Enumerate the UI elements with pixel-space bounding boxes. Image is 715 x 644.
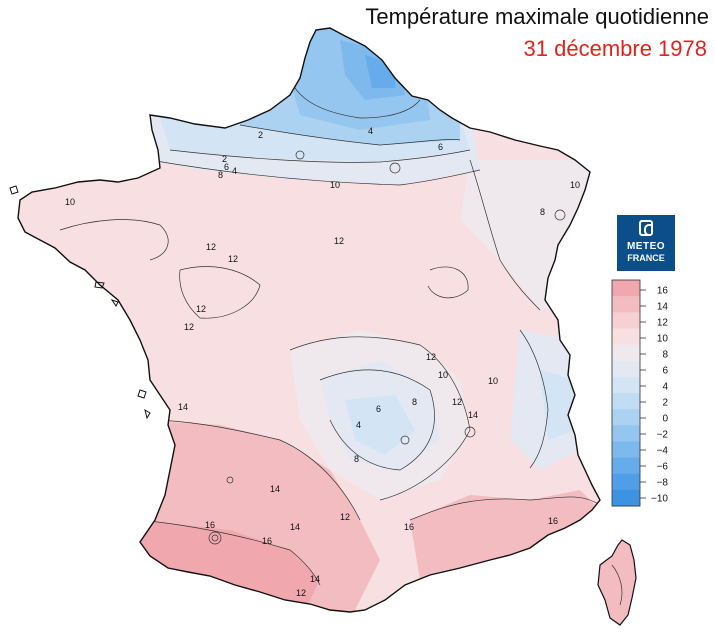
contour-label-group: 2 4 6 2 4 6 8 10 8 10 10 12 12 12 12 12 … — [65, 126, 580, 598]
contour-label: 16 — [262, 536, 272, 546]
contour-label: 16 — [548, 516, 558, 526]
map-title: Température maximale quotidienne — [365, 4, 709, 29]
legend-color-step — [612, 409, 640, 426]
corsica — [597, 539, 637, 626]
legend-color-step — [612, 489, 640, 507]
contour-label: 10 — [438, 370, 448, 380]
legend-tick-label: 16 — [657, 286, 669, 297]
contour-label: 4 — [232, 166, 237, 176]
legend-color-step — [612, 473, 640, 491]
legend-tick-label: 8 — [662, 350, 668, 361]
color-legend: 16 14 12 10 8 6 4 2 0 −2 −4 −6 −8 −10 — [611, 279, 668, 507]
contour-label: 8 — [540, 207, 545, 217]
legend-tick-label: −8 — [657, 478, 669, 489]
legend-color-step — [612, 328, 640, 346]
legend-color-step — [612, 393, 640, 410]
legend-tick-label: −6 — [657, 462, 669, 473]
contour-lines — [59, 79, 600, 586]
legend-tick-label: 4 — [662, 382, 668, 393]
contour-label: 12 — [426, 352, 436, 362]
legend-color-step — [612, 280, 640, 297]
map-date: 31 décembre 1978 — [523, 36, 707, 61]
contour-label: 2 — [258, 130, 263, 140]
meteo-france-mark-icon — [639, 220, 653, 236]
contour-label: 14 — [270, 484, 280, 494]
contour-label: 16 — [205, 520, 215, 530]
contour-label: 12 — [296, 588, 306, 598]
contour-label: 16 — [404, 522, 414, 532]
contour-label: 2 — [222, 154, 227, 164]
contour-label: 10 — [65, 197, 75, 207]
legend-color-step — [612, 312, 640, 329]
contour-label: 14 — [290, 522, 300, 532]
legend-tick-label: 0 — [662, 414, 668, 425]
contour-label: 12 — [452, 397, 462, 407]
islands — [9, 185, 151, 420]
contour-label: 14 — [310, 574, 320, 584]
legend-tick-label: 6 — [662, 366, 668, 377]
contour-label: 12 — [206, 242, 216, 252]
legend-tick-label: −4 — [657, 446, 669, 457]
legend-color-step — [612, 425, 640, 442]
legend-tick-label: 10 — [657, 334, 669, 345]
contour-label: 12 — [196, 304, 206, 314]
contour-label: 10 — [330, 180, 340, 190]
contour-label: 12 — [184, 322, 194, 332]
contour-label: 8 — [218, 170, 223, 180]
legend-color-step — [612, 296, 640, 313]
meteo-france-logo: METEO FRANCE — [617, 215, 675, 271]
legend-color-step — [612, 457, 640, 475]
legend-tick-label: −10 — [651, 494, 668, 505]
legend-tick-label: −2 — [657, 430, 669, 441]
contour-label: 4 — [356, 420, 361, 430]
legend-color-step — [612, 360, 640, 378]
contour-label: 6 — [224, 162, 229, 172]
contour-label: 4 — [368, 126, 373, 136]
legend-color-step — [612, 344, 640, 362]
contour-label: 14 — [468, 410, 478, 420]
contour-label: 6 — [376, 404, 381, 414]
logo-line2: FRANCE — [627, 253, 665, 263]
legend-color-step — [612, 376, 640, 394]
legend-tick-group: 16 14 12 10 8 6 4 2 0 −2 −4 −6 −8 −10 — [640, 286, 668, 505]
title-box: Température maximale quotidienne 31 déce… — [355, 0, 715, 66]
contour-label: 10 — [488, 376, 498, 386]
contour-label: 12 — [334, 236, 344, 246]
legend-tick-label: 2 — [662, 398, 668, 409]
contour-label: 12 — [340, 512, 350, 522]
legend-color-step — [612, 441, 640, 459]
legend-tick-label: 12 — [657, 318, 669, 329]
contour-label: 8 — [412, 397, 417, 407]
contour-label: 14 — [178, 402, 188, 412]
contour-label: 8 — [354, 454, 359, 464]
contour-label: 6 — [438, 142, 443, 152]
contour-label: 12 — [228, 254, 238, 264]
legend-bar-group — [612, 280, 640, 507]
contour-label: 10 — [570, 180, 580, 190]
legend-tick-label: 14 — [657, 302, 669, 313]
logo-line1: METEO — [626, 241, 666, 252]
